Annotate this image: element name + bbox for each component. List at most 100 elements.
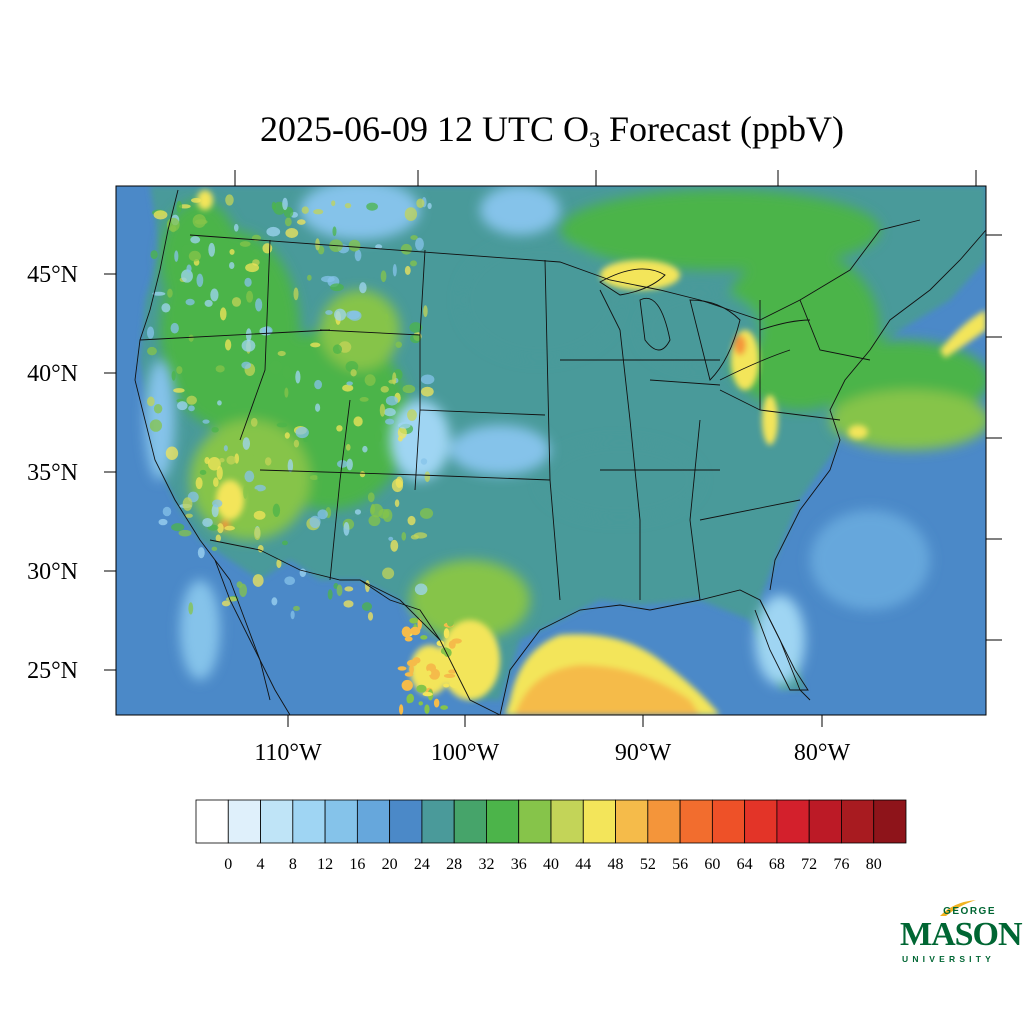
ozone-speckle xyxy=(208,242,216,257)
colorbar-tick-label: 8 xyxy=(289,856,297,873)
florida xyxy=(754,599,809,691)
ozone-speckle xyxy=(176,401,188,411)
ozone-field xyxy=(116,186,986,715)
colorbar-swatch xyxy=(615,799,649,844)
ozone-speckle xyxy=(348,239,361,252)
ozone-speckle xyxy=(350,369,357,377)
ozone-speckle xyxy=(167,288,173,298)
map-title: 2025-06-09 12 UTC O3 Forecast (ppbV) xyxy=(0,108,1024,153)
ozone-speckle xyxy=(264,457,272,466)
ozone-speckle xyxy=(146,326,155,339)
ozone-speckle xyxy=(383,408,396,417)
gmu-logo: GEORGE MASON UNIVERSITY xyxy=(898,898,1023,970)
ozone-speckle xyxy=(368,515,381,527)
colorbar-tick-label: 52 xyxy=(640,856,656,873)
ozone-speckle xyxy=(406,659,418,667)
ozone-speckle xyxy=(284,387,289,398)
ozone-speckle xyxy=(443,683,450,688)
ozone-speckle xyxy=(379,403,386,417)
colorbar-swatch xyxy=(356,799,391,844)
ozone-speckle xyxy=(448,669,457,674)
ozone-speckle xyxy=(245,263,260,273)
ozone-speckle xyxy=(173,388,185,393)
ozone-speckle xyxy=(422,691,433,697)
colorbar-tick-label: 16 xyxy=(349,856,365,873)
ozone-speckle xyxy=(301,206,309,214)
ozone-speckle xyxy=(392,264,397,277)
ozone-speckle xyxy=(293,287,299,301)
ozone-speckle xyxy=(427,202,432,210)
title-suffix: Forecast (ppbV) xyxy=(600,109,844,149)
ozone-speckle xyxy=(345,443,351,451)
ozone-speckle xyxy=(354,249,362,262)
ozone-speckle xyxy=(416,198,425,208)
ozone-speckle xyxy=(196,273,204,287)
ozone-speckle xyxy=(188,334,194,342)
ozone-speckle xyxy=(407,409,417,421)
ozone-speckle xyxy=(296,219,306,225)
colorbar-swatch xyxy=(260,799,294,844)
ozone-speckle xyxy=(420,458,428,465)
ozone-speckle xyxy=(374,429,382,442)
ozone-speckle xyxy=(212,499,223,508)
ozone-speckle xyxy=(188,405,195,412)
ozone-speckle xyxy=(231,297,242,307)
ozone-speckle xyxy=(410,333,422,344)
colorbar-tick-label: 60 xyxy=(704,856,720,873)
ozone-speckle xyxy=(216,466,223,480)
lon-label-100w: 100°W xyxy=(431,740,500,766)
ozone-speckle xyxy=(370,503,376,515)
ozone-speckle xyxy=(443,673,456,678)
ozone-speckle xyxy=(451,638,462,644)
colorbar-tick-label: 28 xyxy=(446,856,462,873)
ozone-speckle xyxy=(334,308,347,321)
ozone-speckle xyxy=(433,698,440,708)
ozone-speckle xyxy=(404,672,414,677)
colorbar-tick-label: 72 xyxy=(801,856,817,873)
ozone-speckle xyxy=(397,666,407,671)
ozone-speckle xyxy=(147,346,157,356)
colorbar-swatch xyxy=(808,799,842,844)
ozone-speckle xyxy=(361,602,373,611)
ozone-speckle xyxy=(380,385,389,393)
tick-marks xyxy=(104,170,1002,727)
ozone-speckle xyxy=(215,534,221,542)
ozone-speckle xyxy=(407,515,416,526)
ozone-speckle xyxy=(241,361,252,369)
ozone-speckle xyxy=(409,617,419,624)
ozone-speckle xyxy=(443,628,450,639)
ozone-speckle xyxy=(246,290,254,303)
colorbar-tick-label: 44 xyxy=(575,856,591,873)
lat-label-30n: 30°N xyxy=(27,559,78,585)
colorbar-swatch xyxy=(518,799,552,844)
logo-university-text: UNIVERSITY xyxy=(902,954,996,964)
ozone-speckle xyxy=(317,245,325,255)
ozone-speckle xyxy=(424,471,431,483)
lat-label-40n: 40°N xyxy=(27,361,78,387)
colorbar-swatch xyxy=(227,799,261,844)
ozone-speckle xyxy=(253,510,266,520)
colorbar-tick-label: 4 xyxy=(257,856,265,873)
ozone-speckle xyxy=(239,583,248,598)
colorbar-swatch xyxy=(550,799,584,844)
ozone-speckle xyxy=(388,379,397,384)
colorbar-swatch xyxy=(389,799,423,844)
ozone-speckle xyxy=(269,360,282,375)
ozone-speckle xyxy=(426,670,432,676)
colorbar-swatch xyxy=(679,799,713,844)
ozone-speckle xyxy=(321,275,335,283)
lon-label-80w: 80°W xyxy=(794,740,851,766)
east-coastline xyxy=(769,229,986,591)
ozone-speckle xyxy=(176,200,183,213)
ozone-speckle xyxy=(241,339,256,352)
ozone-speckle xyxy=(307,274,312,281)
ozone-speckle xyxy=(325,310,333,315)
ozone-speckle xyxy=(153,403,163,414)
ozone-speckle xyxy=(346,458,353,471)
boundaries xyxy=(134,189,986,715)
ozone-speckle xyxy=(195,477,203,490)
ozone-speckle xyxy=(266,226,281,237)
ozone-speckle xyxy=(229,249,235,255)
colorbar-tick-label: 56 xyxy=(672,856,688,873)
ozone-speckle xyxy=(158,518,168,526)
